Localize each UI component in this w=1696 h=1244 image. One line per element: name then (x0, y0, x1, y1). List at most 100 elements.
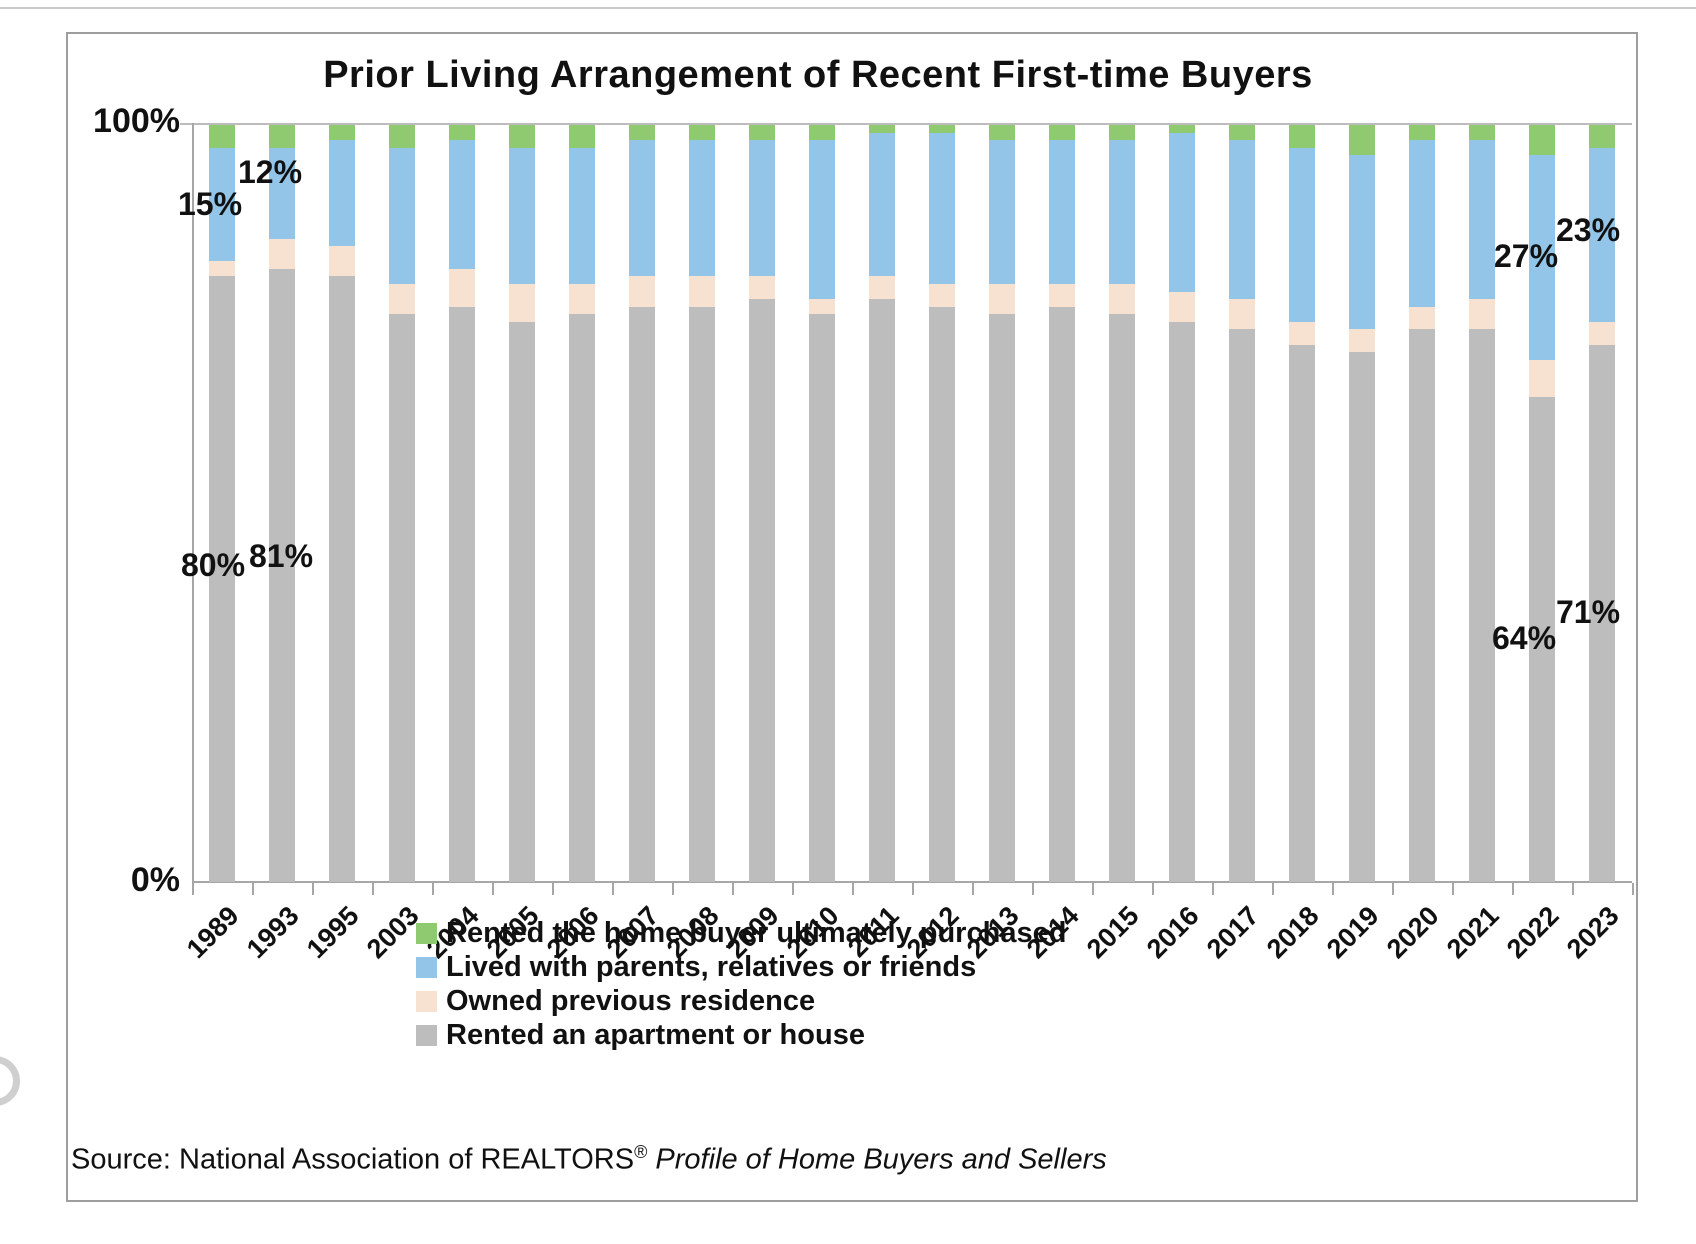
bar-segment (269, 268, 295, 882)
data-label-71pct: 71% (1556, 594, 1621, 630)
x-axis-tick (1092, 883, 1094, 895)
data-label-81pct: 81% (249, 538, 314, 574)
bar-segment (1529, 397, 1555, 882)
x-axis-tick (372, 883, 374, 895)
bar-segment (1529, 359, 1555, 398)
bar-segment (449, 306, 475, 882)
legend-swatch-icon (416, 990, 437, 1012)
bar-segment (1289, 344, 1315, 882)
stacked-bar-2017 (1229, 125, 1255, 882)
bar-segment (269, 238, 295, 269)
source-publication-title: Profile of Home Buyers and Sellers (647, 1143, 1107, 1176)
legend-row: Lived with parents, relatives or friends (416, 950, 1066, 984)
bar-segment (749, 299, 775, 882)
bar-segment (1349, 352, 1375, 882)
bar-segment (929, 283, 955, 307)
bar-segment (689, 306, 715, 882)
bar-segment (1169, 321, 1195, 882)
bar-segment (1469, 299, 1495, 330)
bar-segment (1469, 125, 1495, 141)
gridline-100-percent (180, 123, 1632, 125)
bar-segment (749, 125, 775, 141)
x-axis-tick (1392, 883, 1394, 895)
bar-segment (989, 140, 1015, 284)
bar-segment (569, 283, 595, 315)
legend-swatch-icon (416, 1024, 437, 1046)
bar-segment (1049, 140, 1075, 284)
source-text: Source: National Association of REALTORS (71, 1143, 635, 1176)
bar-segment (929, 132, 955, 284)
stacked-bar-2004 (449, 125, 475, 882)
x-axis-tick (1452, 883, 1454, 895)
bar-segment (569, 147, 595, 284)
bar-segment (1409, 140, 1435, 307)
bar-segment (1469, 329, 1495, 882)
stacked-bar-2014 (1049, 125, 1075, 882)
y-axis-label-0: 0% (130, 861, 180, 899)
legend-row: Owned previous residence (416, 984, 1066, 1018)
chart-card: Prior Living Arrangement of Recent First… (66, 32, 1638, 1202)
bar-segment (1529, 155, 1555, 360)
bar-segment (389, 147, 415, 284)
bar-segment (329, 246, 355, 277)
legend-label: Owned previous residence (446, 984, 816, 1017)
bar-segment (869, 299, 895, 882)
stacked-bar-1993 (269, 125, 295, 882)
y-axis-line (192, 123, 194, 895)
bar-segment (1409, 329, 1435, 882)
x-axis-tick (972, 883, 974, 895)
bar-segment (1589, 125, 1615, 148)
stacked-bar-2010 (809, 125, 835, 882)
bar-segment (989, 314, 1015, 882)
bar-segment (809, 125, 835, 141)
bar-segment (1469, 140, 1495, 300)
bar-segment (1409, 306, 1435, 330)
bar-segment (449, 268, 475, 307)
bar-segment (209, 147, 235, 262)
registered-trademark-symbol: ® (634, 1142, 648, 1162)
x-axis-tick (1212, 883, 1214, 895)
bar-segment (869, 125, 895, 133)
stacked-bar-2013 (989, 125, 1015, 882)
data-label-15pct: 15% (178, 186, 243, 222)
stacked-bar-1989 (209, 125, 235, 882)
bar-segment (269, 125, 295, 148)
data-label-23pct: 23% (1556, 212, 1621, 248)
bar-segment (1229, 299, 1255, 330)
bar-segment (629, 306, 655, 882)
bar-segment (509, 147, 535, 284)
bar-segment (929, 125, 955, 133)
bar-segment (1289, 125, 1315, 148)
bar-segment (209, 276, 235, 882)
stacked-bar-1995 (329, 125, 355, 882)
stacked-bar-2012 (929, 125, 955, 882)
bar-segment (1289, 147, 1315, 322)
stacked-bar-2022 (1529, 125, 1555, 882)
stacked-bar-2023 (1589, 125, 1615, 882)
bar-segment (629, 125, 655, 141)
bar-segment (689, 125, 715, 141)
bar-segment (1109, 283, 1135, 315)
bar-segment (1109, 125, 1135, 141)
stacked-bar-2005 (509, 125, 535, 882)
bar-segment (1229, 329, 1255, 882)
bar-segment (1409, 125, 1435, 141)
x-axis-tick (1152, 883, 1154, 895)
data-label-80pct: 80% (181, 547, 246, 583)
bar-segment (1529, 125, 1555, 156)
bar-segment (509, 321, 535, 882)
x-axis-tick (1572, 883, 1574, 895)
x-axis-tick (672, 883, 674, 895)
bar-segment (929, 306, 955, 882)
x-axis-tick (492, 883, 494, 895)
x-axis-tick (1512, 883, 1514, 895)
corner-arc-decoration (0, 1056, 20, 1106)
legend-label: Lived with parents, relatives or friends (446, 950, 977, 983)
x-axis-tick (1332, 883, 1334, 895)
stacked-bar-2021 (1469, 125, 1495, 882)
x-axis-tick (1032, 883, 1034, 895)
legend-row: Rented the home buyer ultimately purchas… (416, 916, 1066, 950)
bar-segment (449, 140, 475, 269)
x-axis-tick (432, 883, 434, 895)
